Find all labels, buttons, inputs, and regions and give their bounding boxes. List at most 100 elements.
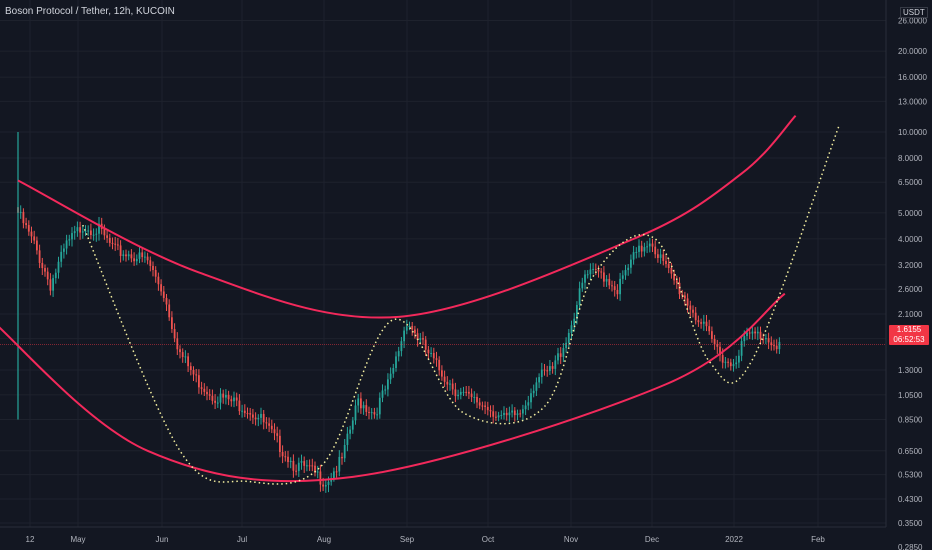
current-price-label: 1.6155 06:52:53 [889,325,929,345]
candle-body [454,389,457,397]
grid [0,0,886,548]
candle-body [589,269,592,275]
candle-body [443,376,446,382]
candle-body [603,272,605,282]
candle-body [200,387,203,389]
y-tick-label: 13.0000 [898,97,927,106]
candle-body [657,254,659,258]
x-tick-label: Aug [317,535,331,544]
countdown-timer: 06:52:53 [893,335,925,344]
candle-body [559,353,562,357]
candle-body [243,410,246,414]
candle-body [203,388,206,392]
candle-body [519,413,522,415]
candle-body [127,254,130,257]
candle-body [57,261,60,273]
candle-body [300,461,303,463]
candle-body [384,389,387,391]
candle-body [427,349,430,354]
candle-body [608,278,611,286]
candle-body [268,423,270,426]
y-tick-label: 32.0000 [898,0,927,1]
x-axis-bg [0,527,886,550]
candle-body [621,275,624,279]
candle-body [368,411,370,413]
candle-body [503,412,505,415]
candle-body [19,211,22,213]
candle-body [689,305,692,310]
candle-body [125,254,127,257]
candle-body [570,325,573,333]
candle-body [381,390,384,398]
candle-body [654,246,657,255]
candle-body [179,349,181,353]
candle-body [419,338,422,340]
candle-body [341,456,343,459]
y-tick-label: 1.0500 [898,391,923,400]
candle-body [465,391,468,393]
candle-body [346,433,349,445]
candle-body [532,390,535,394]
candle-body [135,258,138,262]
candle-body [252,414,254,418]
candle-body [270,425,273,430]
chart-title: Boson Protocol / Tether, 12h, KUCOIN [5,6,175,17]
candle-body [414,329,416,334]
candle-body [138,252,141,259]
y-tick-label: 10.0000 [898,128,927,137]
candle-body [49,279,52,291]
candle-body [144,256,146,258]
candle-body [675,280,678,283]
candle-body [297,462,300,472]
candle-body [724,361,727,363]
candle-body [451,383,454,390]
candle-body [535,382,538,391]
candle-body [438,359,441,371]
candle-body [659,254,662,258]
candle-body [643,247,646,252]
candle-body [441,370,443,377]
candle-body [640,245,643,252]
candle-body [457,394,459,397]
candle-body [662,254,665,261]
candle-body [597,269,600,272]
candle-body [692,309,694,313]
candle-body [424,339,427,350]
candle-body [540,369,543,378]
candle-body [613,286,616,290]
candle-body [400,341,403,352]
candle-body [624,270,627,276]
y-tick-label: 0.2850 [898,543,923,550]
candle-body [362,405,365,409]
candle-body [119,245,122,257]
candle-body [216,402,219,404]
candle-body [562,348,565,357]
candle-body [627,267,630,271]
candle-body [208,394,211,396]
unit-badge: USDT [900,7,928,18]
candle-body [711,331,713,339]
candle-body [462,391,465,393]
y-tick-label: 3.2000 [898,261,923,270]
candle-body [44,268,46,272]
candle-body [230,399,233,402]
candle-body [667,264,670,268]
x-tick-label: Jun [156,535,169,544]
candle-body [184,356,187,358]
candle-body [527,402,530,406]
candle-body [403,330,405,342]
candle-body [694,312,697,321]
candles [17,132,781,493]
candle-body [214,400,216,403]
candle-body [486,406,489,411]
candle-body [495,416,497,418]
drawings [0,115,886,485]
candle-body [751,331,754,334]
candle-body [227,394,230,400]
candle-body [338,456,341,472]
candle-body [524,405,527,410]
candle-body [287,456,289,463]
candle-body [395,356,397,369]
